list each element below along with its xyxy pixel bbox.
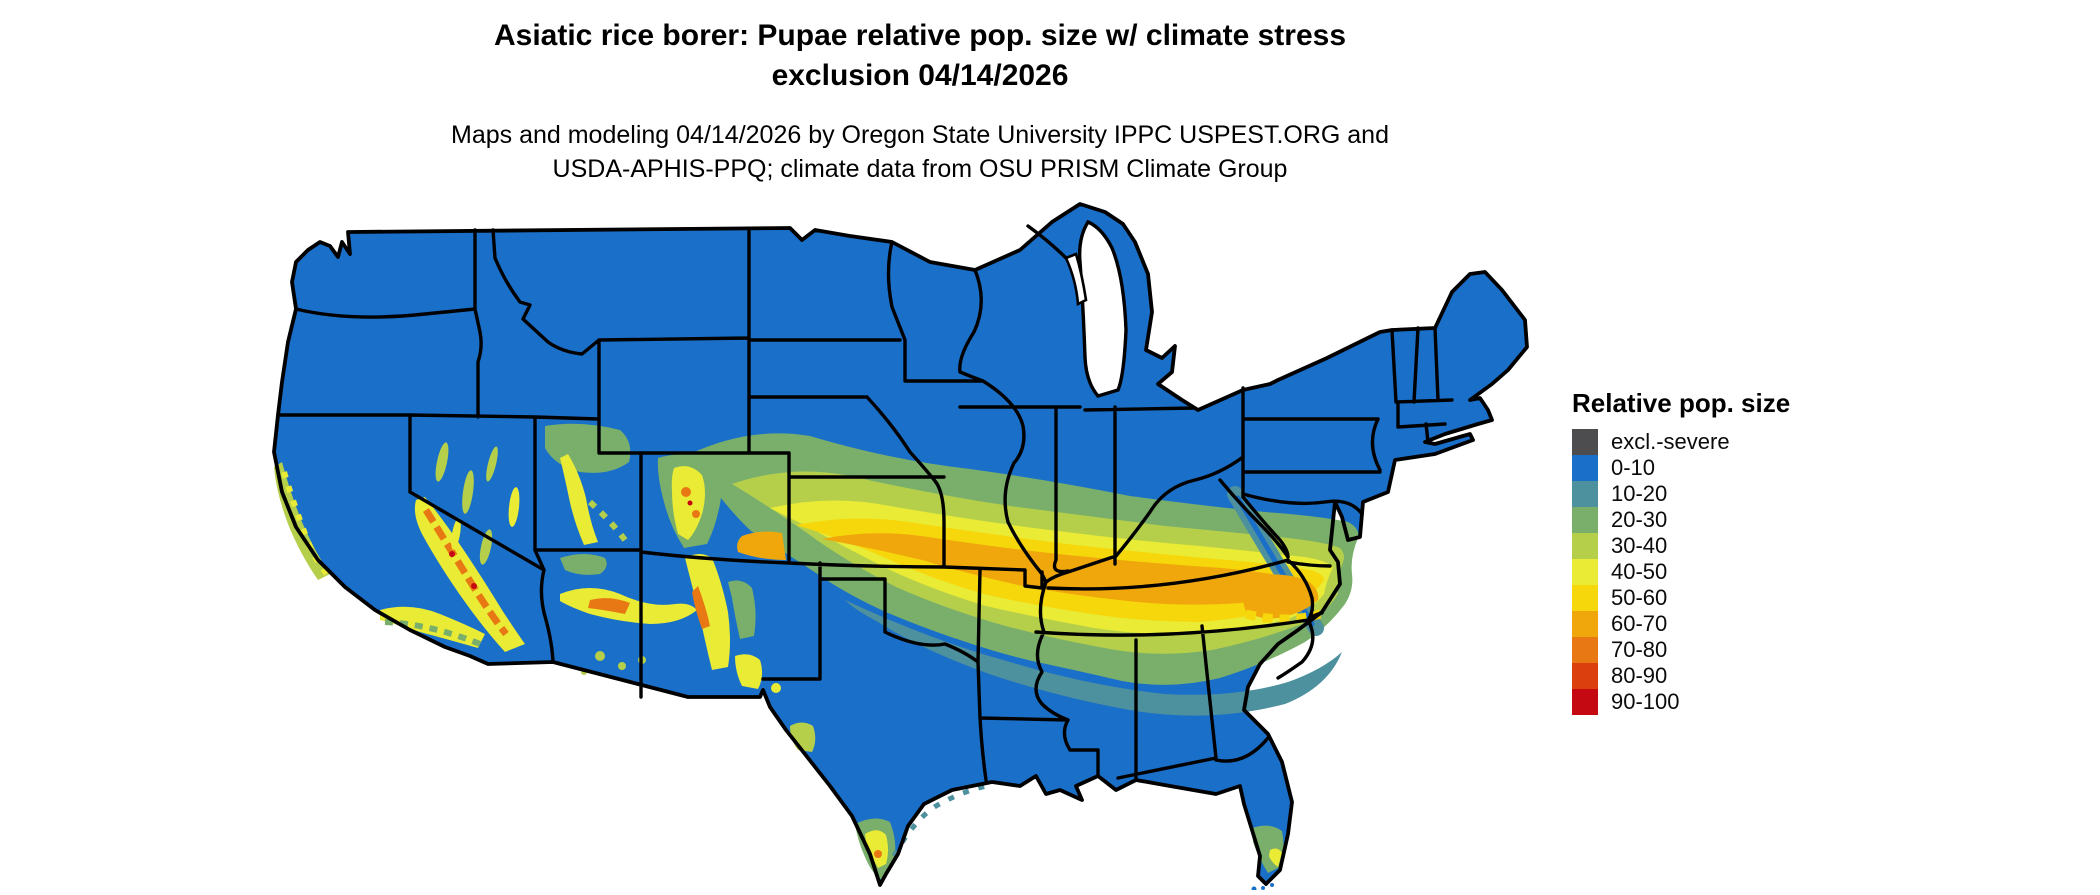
legend-label-20-30: 20-30 xyxy=(1611,507,1668,532)
guadalupe-fleck xyxy=(771,683,781,693)
legend-row-60-70: 60-70 xyxy=(1572,611,1872,637)
wasatch-yellow xyxy=(560,454,598,545)
legend-row-80-90: 80-90 xyxy=(1572,663,1872,689)
title-line-1: Asiatic rice borer: Pupae relative pop. … xyxy=(493,19,1347,52)
lake-michigan xyxy=(1077,219,1128,398)
band-orange-piedmont xyxy=(1242,574,1319,619)
se-colorado-orange xyxy=(737,531,786,560)
green-bay xyxy=(1064,252,1088,307)
legend-swatch-10-20 xyxy=(1572,481,1598,507)
page-subtitle: Maps and modeling 04/14/2026 by Oregon S… xyxy=(0,118,1840,186)
south-florida-yellow xyxy=(1269,848,1282,867)
band-teal-south-flank xyxy=(845,600,1342,716)
conus-map-svg xyxy=(272,202,1529,892)
us-map xyxy=(230,162,1540,892)
legend-row-40-50: 40-50 xyxy=(1572,559,1872,585)
legend-label-10-20: 10-20 xyxy=(1611,481,1668,506)
legend-row-70-80: 70-80 xyxy=(1572,637,1872,663)
arizona-orange-fleck xyxy=(588,598,630,614)
se-utah-flecks xyxy=(587,499,628,542)
legend-swatch-90-100 xyxy=(1572,689,1598,715)
legend: Relative pop. size excl.-severe 0-10 10-… xyxy=(1572,388,1872,715)
legend-label-50-60: 50-60 xyxy=(1611,585,1668,610)
conus-outline xyxy=(272,202,1529,887)
state-borders xyxy=(276,224,1454,782)
colorado-orange-speck-1 xyxy=(681,487,691,497)
legend-swatch-80-90 xyxy=(1572,663,1598,689)
title-line-2: exclusion 04/14/2026 xyxy=(771,59,1069,92)
florida-keys xyxy=(1251,883,1274,892)
south-texas-orange-fleck xyxy=(874,850,882,858)
sacramento-mtns-patch xyxy=(735,654,763,689)
subtitle-line-1: Maps and modeling 04/14/2026 by Oregon S… xyxy=(451,121,1389,149)
legend-label-0-10: 0-10 xyxy=(1611,455,1656,480)
legend-swatch-30-40 xyxy=(1572,533,1598,559)
page-title: Asiatic rice borer: Pupae relative pop. … xyxy=(0,16,1840,96)
south-texas-yellow xyxy=(865,830,888,868)
legend-row-30-40: 30-40 xyxy=(1572,533,1872,559)
legend-swatch-60-70 xyxy=(1572,611,1598,637)
legend-label-30-40: 30-40 xyxy=(1611,533,1668,558)
socal-green-fringe xyxy=(384,619,482,647)
colorado-red-speck xyxy=(687,500,693,506)
sierra-orange-streak xyxy=(423,508,509,637)
legend-label-90-100: 90-100 xyxy=(1611,689,1680,714)
legend-swatch-excl-severe xyxy=(1572,429,1598,455)
sierra-red-speck-2 xyxy=(471,583,477,589)
legend-label-40-50: 40-50 xyxy=(1611,559,1668,584)
nm-rockies-yellow xyxy=(685,554,730,670)
sierra-red-speck-1 xyxy=(449,551,455,557)
nm-orange-streak xyxy=(692,586,710,629)
ca-coast-yellow-flecks xyxy=(281,471,333,580)
kaibab-green xyxy=(560,554,607,575)
legend-row-90-100: 90-100 xyxy=(1572,689,1872,715)
legend-title: Relative pop. size xyxy=(1572,388,1791,418)
nevada-ridges xyxy=(435,442,520,565)
legend-label-70-80: 70-80 xyxy=(1611,637,1668,662)
legend-swatch-20-30 xyxy=(1572,507,1598,533)
legend-row-10-20: 10-20 xyxy=(1572,481,1872,507)
subtitle-line-2: USDA-APHIS-PPQ; climate data from OSU PR… xyxy=(552,155,1288,183)
legend-swatch-50-60 xyxy=(1572,585,1598,611)
legend-row-50-60: 50-60 xyxy=(1572,585,1872,611)
band-orange-core xyxy=(822,533,1301,605)
legend-swatch-40-50 xyxy=(1572,559,1598,585)
legend-swatch-70-80 xyxy=(1572,637,1598,663)
legend-row-excl-severe: excl.-severe xyxy=(1572,429,1872,455)
legend-label-excl-severe: excl.-severe xyxy=(1611,429,1730,454)
colorado-orange-speck-2 xyxy=(692,510,700,518)
legend-label-80-90: 80-90 xyxy=(1611,663,1668,688)
nm-rockies-green-fringe xyxy=(728,580,756,639)
legend-row-20-30: 20-30 xyxy=(1572,507,1872,533)
legend-row-0-10: 0-10 xyxy=(1572,455,1872,481)
legend-swatch-0-10 xyxy=(1572,455,1598,481)
legend-label-60-70: 60-70 xyxy=(1611,611,1668,636)
